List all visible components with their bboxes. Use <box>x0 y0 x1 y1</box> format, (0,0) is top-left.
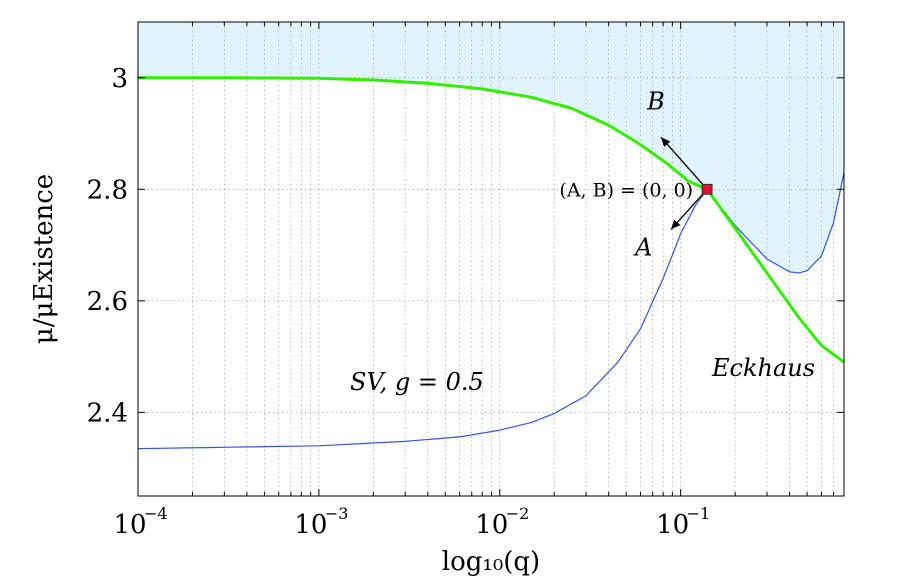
y-tick-label: 2.8 <box>87 175 128 205</box>
x-axis-label: log₁₀(q) <box>442 547 540 577</box>
x-tick-label: 10 <box>656 510 689 540</box>
sv-label: SV, g = 0.5 <box>350 368 484 396</box>
x-tick-exponent: −3 <box>325 504 349 523</box>
stable-region-shade <box>138 22 844 273</box>
arrow-b <box>660 136 708 190</box>
eckhaus-label: Eckhaus <box>711 354 815 382</box>
arrow-a-label: A <box>633 233 652 261</box>
x-tick-exponent: −4 <box>144 504 168 523</box>
bifurcation-point <box>701 183 713 195</box>
y-tick-label: 2.6 <box>87 287 128 317</box>
y-tick-label: 3 <box>111 64 128 94</box>
x-tick-label: 10 <box>475 510 508 540</box>
point-label: (A, B) = (0, 0) <box>559 179 693 201</box>
x-tick-label: 10 <box>113 510 146 540</box>
series-sv-line <box>138 172 844 450</box>
series-eckhaus-line <box>138 76 844 364</box>
y-axis-label: μ/μExistence <box>29 174 59 344</box>
x-tick-exponent: −1 <box>687 504 711 523</box>
x-tick-label: 10 <box>294 510 327 540</box>
x-tick-exponent: −2 <box>506 504 530 523</box>
arrow-a <box>670 188 708 230</box>
arrow-b-label: B <box>646 87 665 115</box>
y-tick-label: 2.4 <box>87 398 128 428</box>
